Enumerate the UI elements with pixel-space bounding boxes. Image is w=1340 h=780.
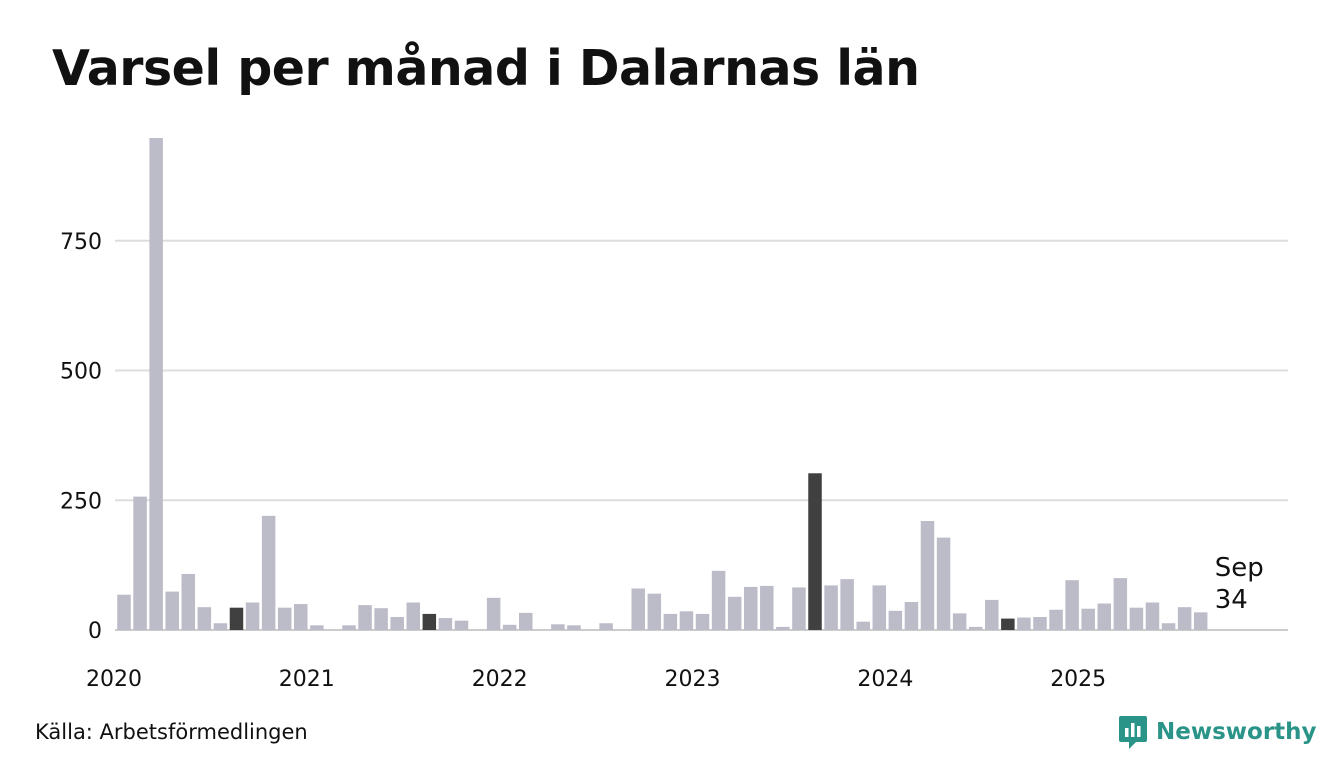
bar-3 bbox=[165, 591, 179, 630]
bar-34 bbox=[663, 613, 678, 630]
bar-17 bbox=[390, 617, 404, 630]
annotation-month: Sep bbox=[1215, 553, 1264, 583]
bar-54 bbox=[985, 599, 999, 630]
bar-48 bbox=[888, 610, 903, 630]
x-tick-label: 2021 bbox=[279, 667, 335, 692]
bar-60 bbox=[1081, 608, 1095, 630]
chart-title: Varsel per månad i Dalarnas län bbox=[52, 40, 920, 97]
bar-42 bbox=[792, 587, 806, 630]
brand-logo[interactable]: Newsworthy bbox=[1118, 714, 1317, 750]
bar-40 bbox=[760, 585, 774, 630]
bar-56 bbox=[1017, 617, 1031, 630]
bar-10 bbox=[277, 607, 292, 630]
bar-50 bbox=[920, 521, 935, 630]
bar-23 bbox=[486, 597, 501, 630]
brand-name: Newsworthy bbox=[1156, 719, 1317, 745]
bar-7 bbox=[229, 607, 244, 630]
bar-16 bbox=[374, 608, 388, 630]
bar-9 bbox=[261, 515, 276, 630]
y-tick-label: 250 bbox=[60, 489, 102, 514]
bar-8 bbox=[245, 602, 260, 630]
bar-49 bbox=[904, 601, 919, 630]
bar-47 bbox=[872, 585, 887, 630]
bar-14 bbox=[342, 625, 356, 630]
bar-25 bbox=[519, 612, 533, 630]
bar-27 bbox=[551, 624, 565, 630]
bar-series bbox=[117, 138, 1208, 631]
bar-57 bbox=[1033, 617, 1047, 630]
bar-46 bbox=[856, 621, 870, 630]
x-tick-label: 2024 bbox=[857, 667, 913, 692]
bar-45 bbox=[840, 579, 854, 630]
bar-55 bbox=[1001, 618, 1015, 630]
bar-24 bbox=[502, 624, 517, 630]
source-note: Källa: Arbetsförmedlingen bbox=[35, 720, 308, 744]
y-tick-label: 500 bbox=[60, 360, 102, 385]
bar-20 bbox=[438, 618, 453, 630]
bar-39 bbox=[743, 586, 758, 630]
bar-63 bbox=[1129, 607, 1144, 630]
x-tick-label: 2025 bbox=[1050, 667, 1106, 692]
bar-36 bbox=[695, 613, 710, 630]
bar-4 bbox=[181, 573, 196, 630]
bar-62 bbox=[1113, 578, 1128, 630]
bar-18 bbox=[406, 602, 421, 630]
bar-32 bbox=[631, 588, 645, 630]
bar-43 bbox=[808, 473, 822, 630]
bar-67 bbox=[1193, 612, 1208, 630]
bar-2 bbox=[149, 138, 163, 631]
bar-11 bbox=[294, 604, 308, 630]
bar-44 bbox=[824, 585, 838, 630]
bar-28 bbox=[567, 625, 581, 630]
newsworthy-logo-icon bbox=[1119, 716, 1147, 749]
bar-64 bbox=[1145, 602, 1160, 630]
x-tick-label: 2020 bbox=[86, 667, 142, 692]
bar-33 bbox=[647, 593, 662, 630]
bar-65 bbox=[1161, 623, 1176, 630]
bar-0 bbox=[117, 594, 131, 630]
bar-21 bbox=[454, 620, 469, 630]
y-tick-label: 0 bbox=[88, 619, 102, 644]
bar-51 bbox=[936, 537, 951, 630]
bar-41 bbox=[776, 626, 790, 630]
bar-37 bbox=[711, 570, 726, 630]
x-tick-label: 2023 bbox=[665, 667, 721, 692]
bar-38 bbox=[727, 596, 742, 630]
bar-35 bbox=[679, 611, 694, 630]
bar-19 bbox=[422, 613, 437, 630]
bar-12 bbox=[310, 625, 324, 630]
bar-58 bbox=[1049, 609, 1063, 630]
x-tick-label: 2022 bbox=[472, 667, 528, 692]
bar-61 bbox=[1097, 603, 1112, 630]
gridlines bbox=[115, 239, 1288, 631]
x-axis-ticks: 2020 2021 2022 2023 2024 2025 bbox=[86, 667, 1106, 692]
bar-59 bbox=[1065, 580, 1079, 630]
bar-5 bbox=[197, 607, 212, 630]
bar-15 bbox=[358, 605, 372, 630]
y-tick-label: 750 bbox=[60, 230, 102, 255]
bar-52 bbox=[952, 613, 967, 630]
bar-1 bbox=[133, 496, 147, 630]
bar-66 bbox=[1177, 607, 1192, 630]
annotation-value: 34 bbox=[1215, 585, 1248, 615]
bar-53 bbox=[968, 626, 983, 630]
y-axis-ticks: 0 250 500 750 bbox=[60, 230, 102, 644]
bar-6 bbox=[213, 623, 228, 630]
bar-30 bbox=[599, 623, 613, 630]
